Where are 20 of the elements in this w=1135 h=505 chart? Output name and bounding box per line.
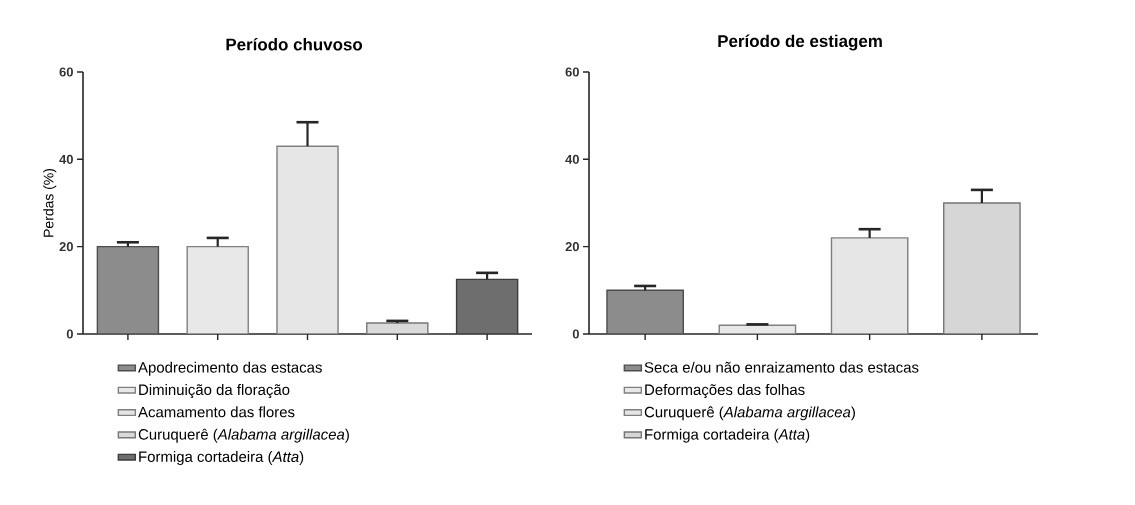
legend-label: Curuquerê (Alabama argillacea) bbox=[138, 428, 349, 443]
y-tick-label: 60 bbox=[59, 67, 73, 77]
y-tick-label: 40 bbox=[565, 154, 579, 164]
y-tick-label: 20 bbox=[59, 242, 73, 252]
y-axis-title: Perdas (%) bbox=[43, 168, 57, 237]
legend-label: Seca e/ou não enraizamento das estacas bbox=[644, 361, 919, 373]
legend-label: Deformações das folhas bbox=[645, 384, 805, 399]
legend-label: Formiga cortadeira (Atta) bbox=[139, 451, 304, 465]
y-tick-label: 40 bbox=[59, 154, 73, 164]
chart-title: Período chuvoso bbox=[226, 37, 363, 51]
legend-label: Apodrecimento das estacas bbox=[138, 361, 322, 376]
y-tick-label: 0 bbox=[572, 329, 579, 339]
y-tick-label: 20 bbox=[565, 242, 579, 252]
legend-label: Curuquerê (Alabama argillacea) bbox=[644, 406, 855, 421]
y-tick-label: 60 bbox=[565, 67, 579, 77]
legend-label: Diminuição da floração bbox=[139, 384, 290, 399]
legend-label: Acamamento das flores bbox=[138, 406, 295, 418]
y-tick-label: 0 bbox=[66, 329, 73, 339]
legend-label: Formiga cortadeira (Atta) bbox=[645, 428, 810, 443]
chart-title: Período de estiagem bbox=[718, 34, 882, 51]
